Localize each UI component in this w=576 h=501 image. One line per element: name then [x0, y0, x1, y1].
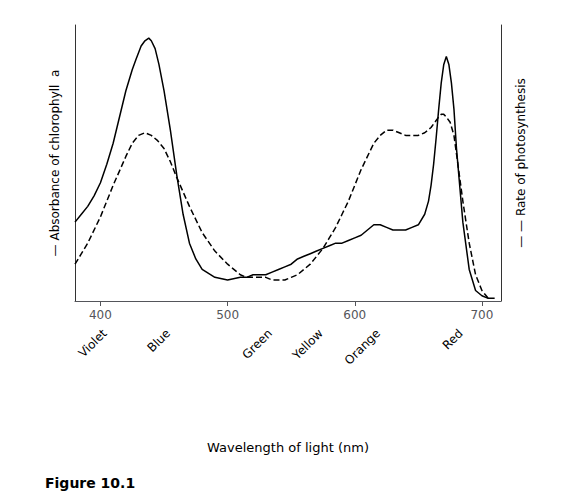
svg-text:Green: Green	[239, 326, 275, 362]
svg-text:500: 500	[216, 308, 239, 322]
svg-text:Orange: Orange	[342, 326, 383, 367]
svg-text:Wavelength of light (nm): Wavelength of light (nm)	[207, 440, 369, 455]
svg-text:Figure 10.1: Figure 10.1	[45, 475, 135, 491]
svg-text:700: 700	[470, 308, 493, 322]
svg-text:Yellow: Yellow	[289, 326, 326, 363]
svg-text:Blue: Blue	[145, 326, 174, 355]
svg-text:— Absorbance of chlorophyll a: — Absorbance of chlorophyll a	[48, 70, 62, 257]
svg-text:600: 600	[343, 308, 366, 322]
svg-text:Violet: Violet	[76, 326, 110, 360]
svg-text:— — Rate of photosynthesis: — — Rate of photosynthesis	[514, 78, 528, 247]
svg-text:400: 400	[89, 308, 112, 322]
svg-text:Red: Red	[440, 326, 466, 352]
